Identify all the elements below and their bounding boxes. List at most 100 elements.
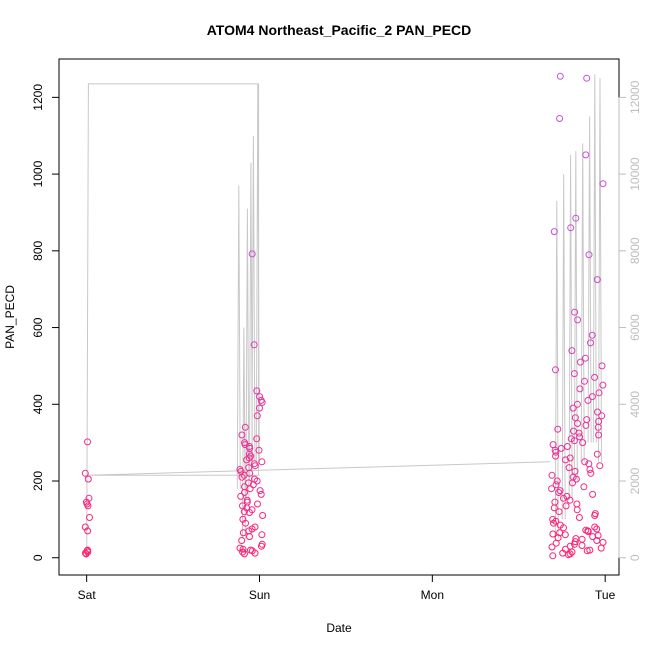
data-point xyxy=(587,469,595,477)
y-tick-label: 1000 xyxy=(31,160,45,187)
data-point xyxy=(556,115,564,122)
data-point xyxy=(85,494,93,502)
data-point xyxy=(566,454,574,462)
data-point xyxy=(581,377,588,385)
y2-tick-label: 6000 xyxy=(628,314,642,341)
y-tick-label: 1200 xyxy=(31,84,45,111)
data-point xyxy=(594,532,602,539)
y2-tick-label: 10000 xyxy=(628,157,642,191)
data-point xyxy=(253,387,261,395)
y2-tick-label: 2000 xyxy=(628,467,642,494)
data-point xyxy=(598,362,606,370)
data-point xyxy=(241,439,248,447)
data-point xyxy=(259,512,267,519)
data-point xyxy=(250,460,258,468)
secondary-line-spike xyxy=(251,135,256,462)
secondary-line-spike xyxy=(592,74,597,443)
data-point xyxy=(571,538,579,546)
data-point xyxy=(573,506,581,514)
data-point xyxy=(566,542,574,550)
data-point xyxy=(582,151,590,159)
data-point xyxy=(576,433,584,441)
y2-tick-label: 8000 xyxy=(628,237,642,264)
data-point xyxy=(552,366,559,374)
data-point xyxy=(563,492,571,500)
data-point xyxy=(588,331,596,339)
data-point xyxy=(597,544,605,552)
y-axis-right: 0 2000 4000 6000 8000 10000 12000 xyxy=(618,80,642,561)
y2-tick-label: 12000 xyxy=(628,80,642,114)
data-point xyxy=(570,370,578,378)
data-point xyxy=(578,542,586,549)
data-point xyxy=(548,485,556,493)
data-point xyxy=(550,519,557,527)
data-point xyxy=(587,339,594,347)
data-point xyxy=(569,404,577,412)
data-point xyxy=(253,435,261,443)
data-point xyxy=(576,358,584,366)
secondary-line-spike xyxy=(568,154,573,501)
plot-frame xyxy=(58,58,620,576)
data-point xyxy=(599,180,607,188)
secondary-line-spike xyxy=(580,143,585,462)
data-point xyxy=(237,492,245,500)
data-point xyxy=(572,214,580,222)
y2-tick-label: 0 xyxy=(628,554,642,561)
data-point xyxy=(575,514,583,521)
data-point xyxy=(548,543,556,551)
data-point xyxy=(236,544,244,552)
data-point xyxy=(582,526,590,534)
data-point xyxy=(560,494,567,502)
data-point xyxy=(251,523,259,531)
data-point xyxy=(256,404,263,412)
data-point xyxy=(553,477,561,485)
data-point xyxy=(593,276,601,284)
x-tick-label: Sat xyxy=(78,588,97,602)
data-point xyxy=(572,535,580,543)
data-point xyxy=(562,502,570,510)
data-point xyxy=(82,550,90,558)
data-point xyxy=(566,550,574,558)
data-point xyxy=(591,510,599,518)
data-point xyxy=(245,454,253,462)
data-point xyxy=(241,483,248,491)
data-point xyxy=(256,393,264,401)
data-point xyxy=(579,439,587,447)
data-point xyxy=(549,441,557,449)
data-point xyxy=(591,373,599,381)
data-point xyxy=(586,466,594,473)
data-point xyxy=(258,458,266,466)
secondary-line-spike xyxy=(598,78,602,462)
data-point xyxy=(567,224,575,232)
data-point xyxy=(556,487,564,495)
data-point xyxy=(86,514,93,521)
data-point xyxy=(255,446,263,454)
secondary-line-spike xyxy=(236,185,241,489)
secondary-line-spike xyxy=(255,83,260,462)
data-point xyxy=(578,535,586,543)
data-point xyxy=(561,531,569,539)
data-point xyxy=(241,423,249,431)
x-axis-label: Date xyxy=(326,621,352,635)
data-point xyxy=(593,537,601,544)
data-point xyxy=(243,496,251,504)
data-point xyxy=(245,464,253,472)
data-point xyxy=(239,515,247,523)
data-point xyxy=(568,347,576,355)
data-point xyxy=(256,487,264,495)
y-tick-label: 0 xyxy=(31,554,45,561)
secondary-line xyxy=(86,83,550,558)
data-point xyxy=(247,546,254,554)
data-point xyxy=(550,504,558,512)
data-point xyxy=(245,443,253,450)
data-point xyxy=(571,414,579,422)
secondary-line-spike xyxy=(587,116,592,443)
y-axis-label: PAN_PECD xyxy=(3,285,17,349)
data-point xyxy=(581,354,589,362)
x-axis: Sat Sun Mon Tue xyxy=(78,574,616,602)
data-point xyxy=(238,537,246,544)
secondary-line-spike xyxy=(561,174,566,520)
data-point xyxy=(561,545,569,553)
data-point xyxy=(248,250,256,258)
